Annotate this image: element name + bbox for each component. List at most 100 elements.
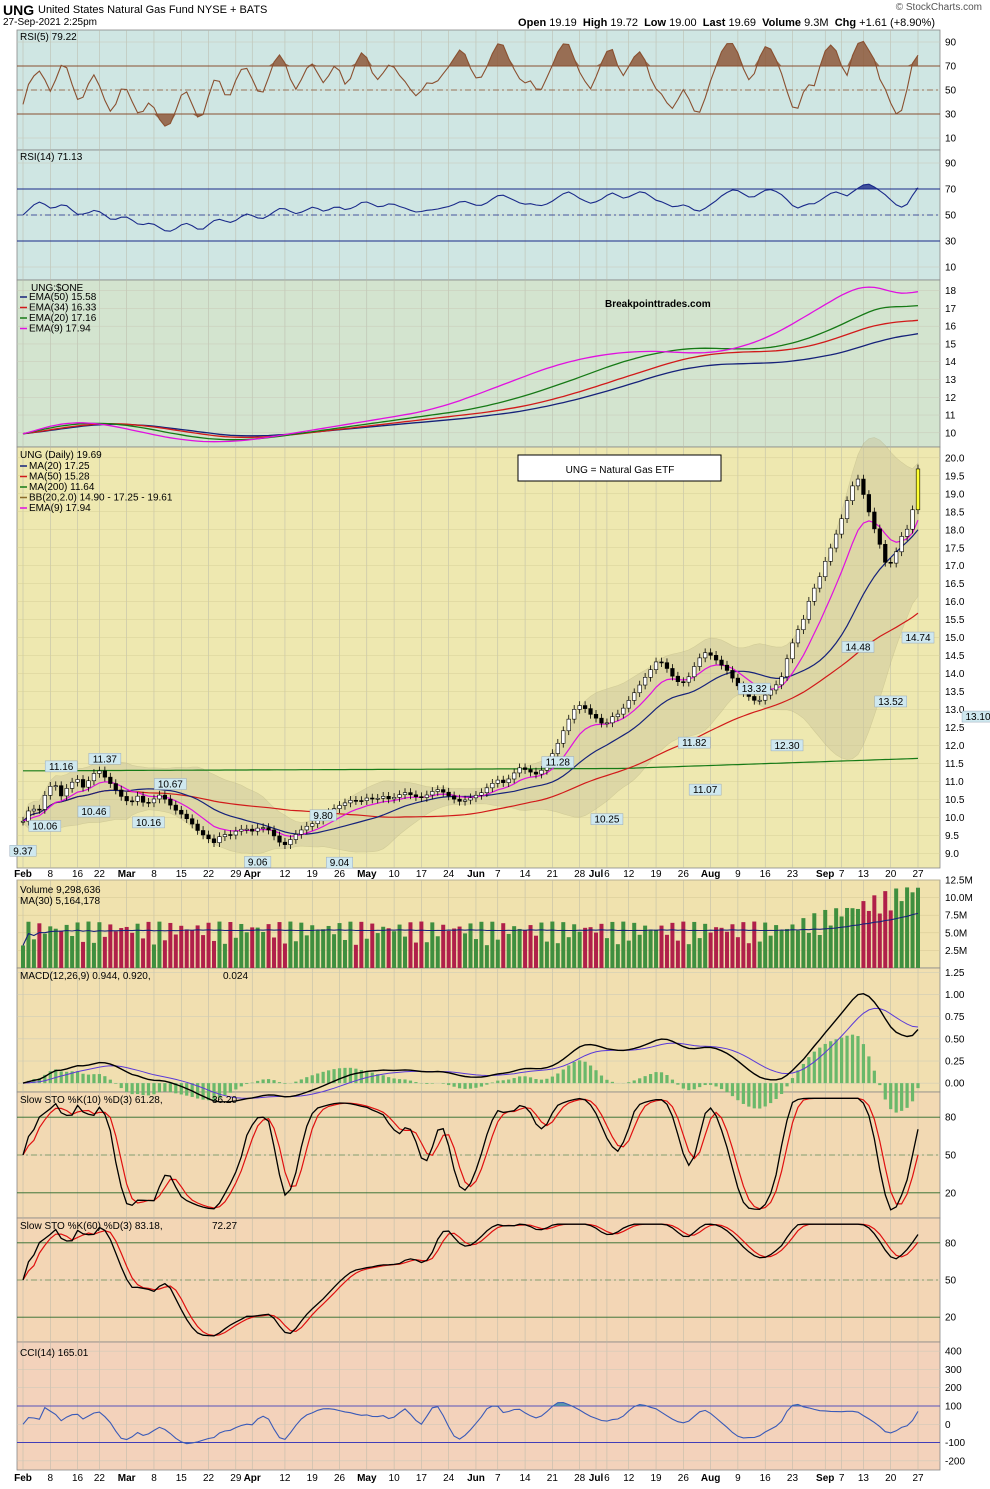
macd-histogram-bar xyxy=(687,1083,691,1091)
x-tick-label: 10 xyxy=(389,1473,401,1484)
candle-body xyxy=(424,794,429,798)
candle-body xyxy=(877,528,882,545)
volume-bar xyxy=(708,932,713,968)
volume-bar xyxy=(108,924,113,968)
volume-bar xyxy=(495,939,500,968)
x-tick-label: 16 xyxy=(760,869,772,880)
candle-body xyxy=(370,797,375,800)
candle-body xyxy=(621,707,626,715)
volume-bar xyxy=(544,941,549,968)
candle-body xyxy=(233,830,238,836)
macd-histogram-bar xyxy=(125,1083,129,1092)
candle-body xyxy=(20,820,26,823)
volume-ma-label: MA(30) 5,164,178 xyxy=(20,896,100,907)
candle-body xyxy=(119,789,124,797)
sto-k-line xyxy=(22,1097,919,1211)
ema34-line xyxy=(22,319,919,439)
candle-body xyxy=(801,618,806,631)
price-annotation: 13.32 xyxy=(742,684,767,695)
candle-body xyxy=(506,778,511,783)
volume-bar xyxy=(441,924,446,968)
candle-body xyxy=(408,792,413,796)
candle-body xyxy=(533,771,539,775)
macd-histogram-bar xyxy=(681,1083,685,1089)
macd-histogram-bar xyxy=(81,1073,85,1084)
macd-histogram-bar xyxy=(648,1074,653,1084)
x-tick-label: 7 xyxy=(495,869,501,880)
open-value: 19.19 xyxy=(549,17,577,29)
candle-body xyxy=(266,827,271,831)
candle-body xyxy=(894,551,899,564)
volume-bar xyxy=(566,937,571,968)
macd-histogram-bar xyxy=(654,1072,658,1084)
candle-body xyxy=(37,808,42,811)
macd-histogram-bar xyxy=(392,1078,396,1084)
candle-body xyxy=(441,789,446,793)
volume-bar xyxy=(359,921,364,968)
x-tick-label: 13 xyxy=(858,869,870,880)
price-annotation-box xyxy=(738,682,771,695)
x-tick-label: 20 xyxy=(885,869,897,880)
volume-bar xyxy=(239,923,244,968)
volume-bar xyxy=(315,930,320,968)
x-tick-label: 12 xyxy=(623,1473,635,1484)
macd-histogram-bar xyxy=(790,1078,795,1084)
candle-body xyxy=(271,829,277,837)
volume-bar xyxy=(697,938,702,968)
candle-body xyxy=(599,717,604,724)
candle-body xyxy=(299,829,304,835)
volume-bar xyxy=(70,935,75,968)
candle-body xyxy=(495,779,500,784)
macd-histogram-bar xyxy=(610,1081,614,1084)
macd-histogram-bar xyxy=(889,1083,893,1110)
volume-bar xyxy=(201,935,206,968)
macd-histogram-bar xyxy=(632,1080,636,1084)
volume-bar xyxy=(222,943,227,968)
y-tick-label: 1.00 xyxy=(945,990,965,1001)
y-tick-label: 11.0 xyxy=(945,777,964,788)
volume-bar xyxy=(206,922,211,968)
price-annotation: 10.67 xyxy=(158,780,183,791)
candle-body xyxy=(419,796,424,798)
macd-label: MACD(12,26,9) 0.944, 0.920, xyxy=(20,971,151,982)
y-tick-label: 50 xyxy=(945,1276,957,1287)
candle-body xyxy=(653,661,659,670)
y-tick-label: 70 xyxy=(945,62,957,73)
price-annotation: 11.37 xyxy=(93,754,118,765)
macd-histogram-bar xyxy=(75,1071,80,1084)
x-tick-label: May xyxy=(357,1473,377,1484)
macd-histogram-bar xyxy=(441,1083,445,1084)
y-tick-label: 0 xyxy=(945,1420,951,1431)
macd-histogram-bar xyxy=(867,1056,871,1084)
volume-bar xyxy=(785,928,790,968)
candle-body xyxy=(277,835,282,843)
macd-histogram-bar xyxy=(403,1079,407,1084)
price-annotation: 11.16 xyxy=(49,762,74,773)
x-tick-label: 26 xyxy=(678,1473,690,1484)
candle-body xyxy=(282,841,288,845)
x-tick-label: 22 xyxy=(94,869,106,880)
volume-bar xyxy=(517,928,522,968)
macd-histogram-bar xyxy=(643,1076,647,1084)
macd-histogram-bar xyxy=(829,1041,833,1084)
x-tick-label: 19 xyxy=(650,1473,662,1484)
volume-bar xyxy=(452,928,457,968)
candle-body xyxy=(730,670,735,679)
volume-bar xyxy=(250,927,255,968)
rsi-line xyxy=(22,183,919,232)
candle-body xyxy=(255,827,260,832)
volume-bar xyxy=(233,937,238,968)
volume-bar xyxy=(670,922,675,968)
x-tick-label: 7 xyxy=(495,1473,501,1484)
volume-bar xyxy=(648,929,653,968)
volume-bar xyxy=(91,942,96,968)
candle-body xyxy=(632,692,637,701)
volume-bar xyxy=(326,925,331,968)
volume-bar xyxy=(26,921,31,968)
volume-bar xyxy=(899,901,904,968)
candle-body xyxy=(713,655,719,661)
high-value: 19.72 xyxy=(610,17,638,29)
macd-histogram-bar xyxy=(588,1065,593,1084)
candle-body xyxy=(555,742,560,754)
